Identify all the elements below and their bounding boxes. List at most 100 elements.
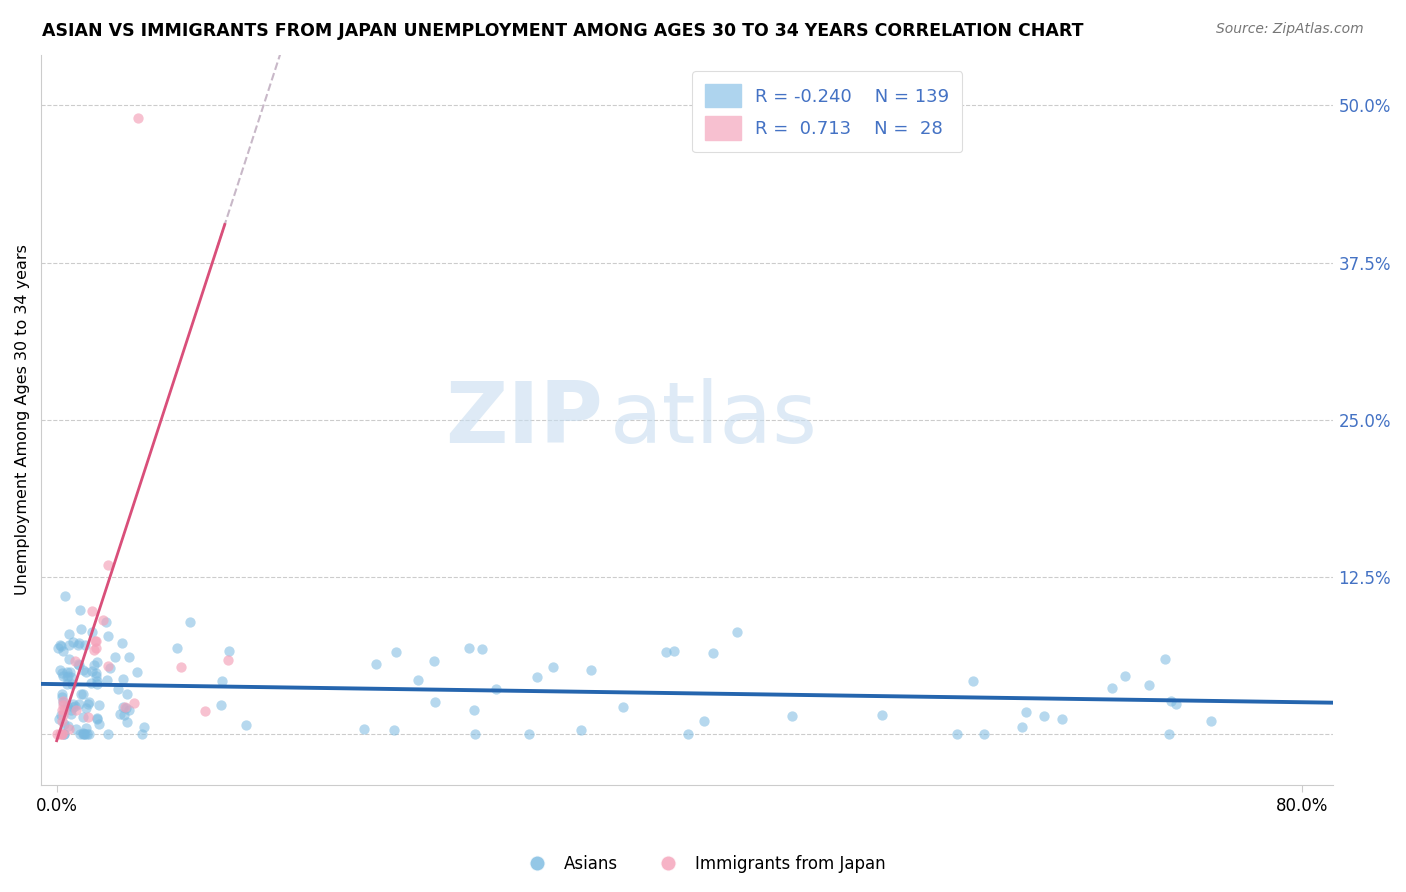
Point xyxy=(131,727,153,741)
Point xyxy=(72,687,94,701)
Point xyxy=(49,639,72,653)
Point xyxy=(55,699,77,714)
Point xyxy=(83,643,105,657)
Point xyxy=(76,727,98,741)
Point xyxy=(124,696,146,710)
Point xyxy=(58,627,80,641)
Point xyxy=(97,558,120,572)
Point xyxy=(75,721,97,735)
Point xyxy=(97,727,120,741)
Point xyxy=(217,653,239,667)
Point xyxy=(84,666,107,681)
Point xyxy=(52,694,75,708)
Point xyxy=(702,646,724,660)
Point xyxy=(48,727,70,741)
Point xyxy=(94,615,117,629)
Point xyxy=(65,654,87,668)
Point xyxy=(209,698,232,712)
Point xyxy=(69,727,91,741)
Point xyxy=(69,602,91,616)
Point xyxy=(56,665,79,680)
Point xyxy=(86,674,108,689)
Point xyxy=(96,673,118,688)
Point xyxy=(62,699,84,714)
Point xyxy=(59,670,82,684)
Point xyxy=(170,660,193,674)
Point xyxy=(75,701,97,715)
Point xyxy=(69,687,91,701)
Point xyxy=(56,719,79,733)
Point xyxy=(80,605,103,619)
Point xyxy=(125,665,148,679)
Point xyxy=(56,670,79,684)
Point xyxy=(72,710,94,724)
Point xyxy=(65,723,87,737)
Point xyxy=(97,659,120,673)
Point xyxy=(75,727,97,741)
Point xyxy=(114,700,136,714)
Point xyxy=(63,698,86,713)
Point xyxy=(218,644,240,658)
Point xyxy=(49,663,72,677)
Point xyxy=(962,673,984,688)
Point xyxy=(110,706,132,721)
Point xyxy=(1201,714,1223,729)
Legend: R = -0.240    N = 139, R =  0.713    N =  28: R = -0.240 N = 139, R = 0.713 N = 28 xyxy=(692,71,962,153)
Point xyxy=(463,703,485,717)
Point xyxy=(364,657,387,671)
Point xyxy=(80,664,103,678)
Point xyxy=(104,649,127,664)
Point xyxy=(83,657,105,672)
Point xyxy=(51,727,73,741)
Point xyxy=(193,704,215,718)
Point xyxy=(69,622,91,636)
Point xyxy=(117,687,139,701)
Point xyxy=(112,707,135,722)
Point xyxy=(76,697,98,711)
Point xyxy=(67,636,90,650)
Point xyxy=(55,677,77,691)
Point xyxy=(52,696,75,710)
Point xyxy=(526,670,548,684)
Point xyxy=(48,712,70,726)
Point xyxy=(107,682,129,697)
Point xyxy=(1137,678,1160,692)
Point xyxy=(98,660,121,674)
Point xyxy=(973,727,995,741)
Point xyxy=(132,720,155,734)
Point xyxy=(693,714,716,729)
Legend: Asians, Immigrants from Japan: Asians, Immigrants from Japan xyxy=(515,848,891,880)
Point xyxy=(1159,727,1181,741)
Point xyxy=(67,657,90,672)
Point xyxy=(115,701,138,715)
Point xyxy=(111,699,134,714)
Point xyxy=(72,663,94,677)
Point xyxy=(179,615,201,630)
Point xyxy=(543,660,565,674)
Point xyxy=(235,718,257,732)
Point xyxy=(59,707,82,722)
Point xyxy=(62,635,84,649)
Point xyxy=(79,695,101,709)
Point xyxy=(676,727,699,741)
Point xyxy=(58,652,80,666)
Point xyxy=(93,613,115,627)
Point xyxy=(53,717,76,731)
Point xyxy=(76,710,98,724)
Text: atlas: atlas xyxy=(609,378,817,461)
Point xyxy=(72,727,94,741)
Point xyxy=(87,698,110,713)
Point xyxy=(422,654,444,668)
Point xyxy=(77,727,100,741)
Point xyxy=(471,641,494,656)
Point xyxy=(118,703,141,717)
Point xyxy=(53,727,76,741)
Point xyxy=(73,638,96,652)
Point xyxy=(52,644,75,658)
Point xyxy=(87,717,110,731)
Point xyxy=(127,111,149,125)
Point xyxy=(408,673,430,688)
Point xyxy=(382,723,405,737)
Point xyxy=(49,707,72,722)
Point xyxy=(72,727,94,741)
